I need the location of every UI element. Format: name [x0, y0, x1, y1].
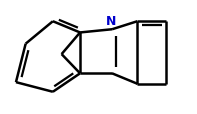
- Text: N: N: [106, 15, 116, 28]
